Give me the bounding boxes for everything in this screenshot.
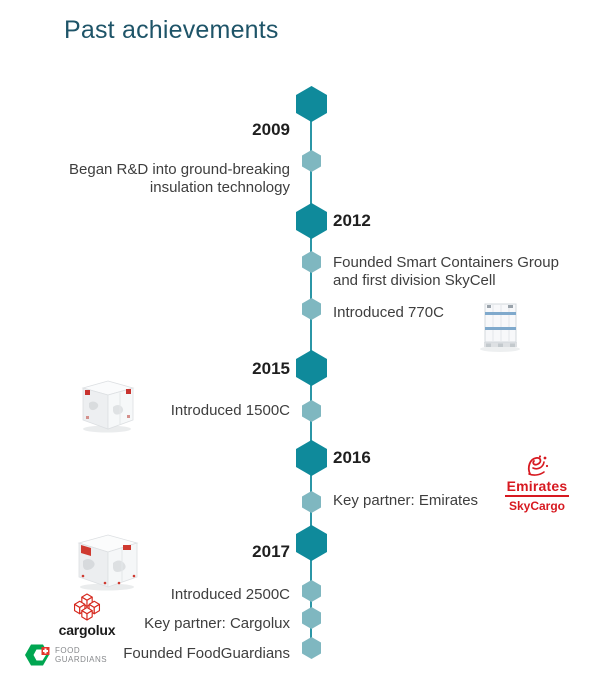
year-label-2016: 2016: [333, 448, 371, 467]
event-text-emirates: Key partner: Emirates: [333, 492, 479, 509]
event-hexagon-founded: [302, 251, 321, 273]
container-1500c-icon: [81, 380, 135, 433]
cargolux-cubes-icon: [73, 593, 101, 621]
year-label-2009: 2009: [252, 120, 290, 139]
cargolux-wordmark: cargolux: [58, 622, 116, 638]
milestone-hexagon-2012: [296, 203, 327, 239]
page-title: Past achievements: [64, 16, 279, 44]
event-hexagon-2500c: [302, 580, 321, 602]
event-text-2500c: Introduced 2500C: [170, 586, 290, 603]
event-text-cargolux: Key partner: Cargolux: [144, 615, 290, 632]
milestone-hexagon-2009: [296, 86, 327, 122]
event-text-foodguardians: Founded FoodGuardians: [123, 645, 290, 662]
event-text-1500c: Introduced 1500C: [170, 402, 290, 419]
event-hexagon-1500c: [302, 400, 321, 422]
cargolux-logo: cargolux: [55, 593, 119, 638]
foodguardians-word-food: FOOD: [55, 646, 81, 655]
event-text-founded: Founded Smart Containers Group and first…: [333, 254, 559, 289]
container-2500c-image: [75, 533, 141, 596]
foodguardians-wordmark: FOOD GUARDIANS: [55, 646, 107, 664]
event-hexagon-emirates: [302, 491, 321, 513]
milestone-hexagon-2015: [296, 350, 327, 386]
emirates-calligraphy-icon: [527, 455, 549, 476]
milestone-hexagon-2017: [296, 525, 327, 561]
milestone-hexagon-2016: [296, 440, 327, 476]
container-770c-icon: [480, 303, 520, 352]
skycargo-wordmark: SkyCargo: [508, 499, 566, 513]
emirates-skycargo-logo: Emirates SkyCargo: [504, 454, 570, 513]
event-text-770c: Introduced 770C: [333, 304, 444, 321]
emirates-wordmark: Emirates: [504, 478, 570, 497]
event-hexagon-770c: [302, 298, 321, 320]
container-1500c-image: [80, 379, 137, 438]
year-label-2015: 2015: [252, 359, 290, 378]
foodguardians-hexagon-icon: [25, 644, 50, 666]
event-hexagon-foodguardians: [302, 637, 321, 659]
container-2500c-icon: [77, 534, 139, 591]
event-text-rd: Began R&D into ground-breaking insulatio…: [69, 161, 290, 196]
event-hexagon-cargolux: [302, 607, 321, 629]
event-hexagon-rd: [302, 150, 321, 172]
foodguardians-word-guardians: GUARDIANS: [55, 655, 108, 664]
year-label-2017: 2017: [252, 542, 290, 561]
container-770c-image: [477, 299, 524, 358]
foodguardians-logo: FOOD GUARDIANS: [23, 641, 111, 669]
year-label-2012: 2012: [333, 211, 371, 230]
